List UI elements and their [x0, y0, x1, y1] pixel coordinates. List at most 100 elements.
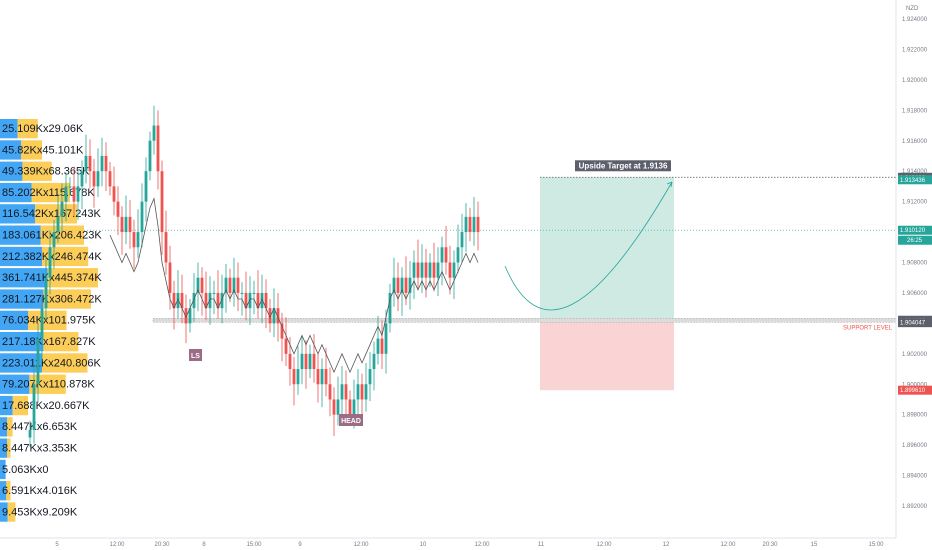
profile-sell-bar [42, 246, 89, 267]
profile-row-label: 25.109Kx29.06K [2, 123, 84, 135]
candle-body [236, 277, 240, 293]
candle-body [68, 186, 72, 188]
time-tick-label: 11 [538, 542, 545, 548]
upside-target-box [575, 160, 671, 172]
support-band [152, 317, 897, 323]
candle-body [356, 384, 360, 400]
profile-row-label: 45.82Kx45.101K [2, 144, 84, 156]
candle-body [180, 292, 184, 309]
annotations: Upside Target at 1.9136 SUPPORT LEVEL LS HE… [189, 160, 893, 426]
candle-body [168, 262, 172, 293]
profile-buy-bar [0, 481, 7, 501]
candle-body [248, 292, 252, 309]
candle-body [456, 247, 460, 263]
profile-buy-bar [0, 246, 42, 267]
candle-body [336, 399, 340, 415]
candle-body [164, 232, 168, 263]
candle-body [88, 155, 92, 172]
candle-body [228, 277, 232, 293]
candle-body [240, 292, 244, 294]
candle-body [404, 277, 408, 293]
profile-buy-bar [0, 225, 41, 245]
candle-body [416, 262, 420, 278]
candle-body [412, 262, 416, 278]
price-axis[interactable]: NZD 1.924000 1.922000 1.920000 1.918000 1.916… [895, 0, 932, 538]
candle-body [72, 186, 76, 202]
time-tick-label: 12:00 [353, 542, 369, 548]
candle-body [264, 292, 268, 309]
time-tick-label: 20:30 [154, 542, 170, 548]
profile-sell-bar [35, 204, 77, 224]
candle-body [364, 384, 368, 400]
candle-body [260, 292, 264, 309]
candle-body [136, 232, 140, 248]
candle-body [152, 125, 156, 141]
candle-body [308, 353, 312, 370]
candle-body [208, 292, 212, 309]
candle-body [140, 201, 144, 233]
price-label-target2 [898, 175, 932, 185]
candle-body [92, 171, 96, 187]
countdown-text: 26:25 [907, 238, 923, 244]
candle-body [216, 292, 220, 309]
profile-sell-bar [7, 417, 13, 437]
time-tick-label: 12:00 [720, 542, 736, 548]
candle-body [128, 216, 132, 233]
head-box [339, 414, 363, 426]
profile-row-label: 217.18Kx167.827K [2, 336, 96, 348]
candle-body [116, 201, 120, 217]
candle-body [200, 277, 204, 293]
candle-body [408, 277, 412, 293]
candle-body [204, 292, 208, 309]
candle-body [448, 262, 452, 278]
profile-row-label: 361.741Kx445.374K [2, 272, 102, 284]
price-tick-label: 1.924000 [902, 17, 928, 23]
price-label-text-target2: 1.913436 [900, 178, 926, 184]
candle-body [380, 338, 384, 354]
price-tick-label: 1.912000 [902, 200, 928, 206]
candle-body [440, 247, 444, 263]
profile-row-label: 17.688Kx20.667K [2, 400, 90, 412]
countdown-label [898, 235, 932, 245]
candle-body [300, 353, 304, 370]
candle-body [276, 308, 280, 324]
profile-sell-bar [22, 161, 52, 181]
candle-body [224, 277, 228, 293]
candle-body [476, 216, 480, 233]
profile-sell-bar [40, 225, 84, 245]
candle-body [360, 384, 364, 400]
time-tick-label: 15 [811, 542, 818, 548]
profile-buy-bar [0, 204, 35, 224]
price-tick-label: 1.918000 [902, 108, 928, 114]
candle-body [280, 323, 284, 339]
candle-body [472, 216, 476, 233]
price-tick-label: 1.900000 [902, 382, 928, 388]
candle-body [244, 292, 248, 309]
profile-row-label: 116.542Kx167.243K [2, 208, 102, 220]
candle-body [96, 171, 100, 187]
ls-box [189, 349, 202, 361]
profile-sell-bar [43, 289, 91, 309]
candle-body [332, 399, 336, 415]
time-axis[interactable]: 5 12:00 20:30 8 15:00 9 12:00 10 12:00 11 12:00 12 1… [0, 537, 896, 548]
candle-body [212, 292, 216, 294]
candle-body [232, 277, 236, 293]
price-tick-label: 1.906000 [902, 291, 928, 297]
candle-body [76, 186, 80, 202]
projection-arrow [666, 181, 673, 188]
candle-body [112, 186, 116, 202]
price-label-stop [898, 385, 932, 395]
candle-body [184, 308, 188, 324]
time-tick-label: 12:00 [474, 542, 490, 548]
candle-body [420, 262, 424, 278]
candle-body [144, 171, 148, 202]
profile-sell-bar [17, 119, 38, 139]
profile-row-label: 281.127Kx306.472K [2, 293, 102, 305]
candle-body [352, 399, 356, 415]
candle-body [84, 155, 88, 172]
profile-sell-bar [43, 332, 79, 352]
price-label-text-support-bottom: 1.904047 [900, 321, 926, 327]
candle-body [368, 369, 372, 385]
candle-body [400, 277, 404, 293]
